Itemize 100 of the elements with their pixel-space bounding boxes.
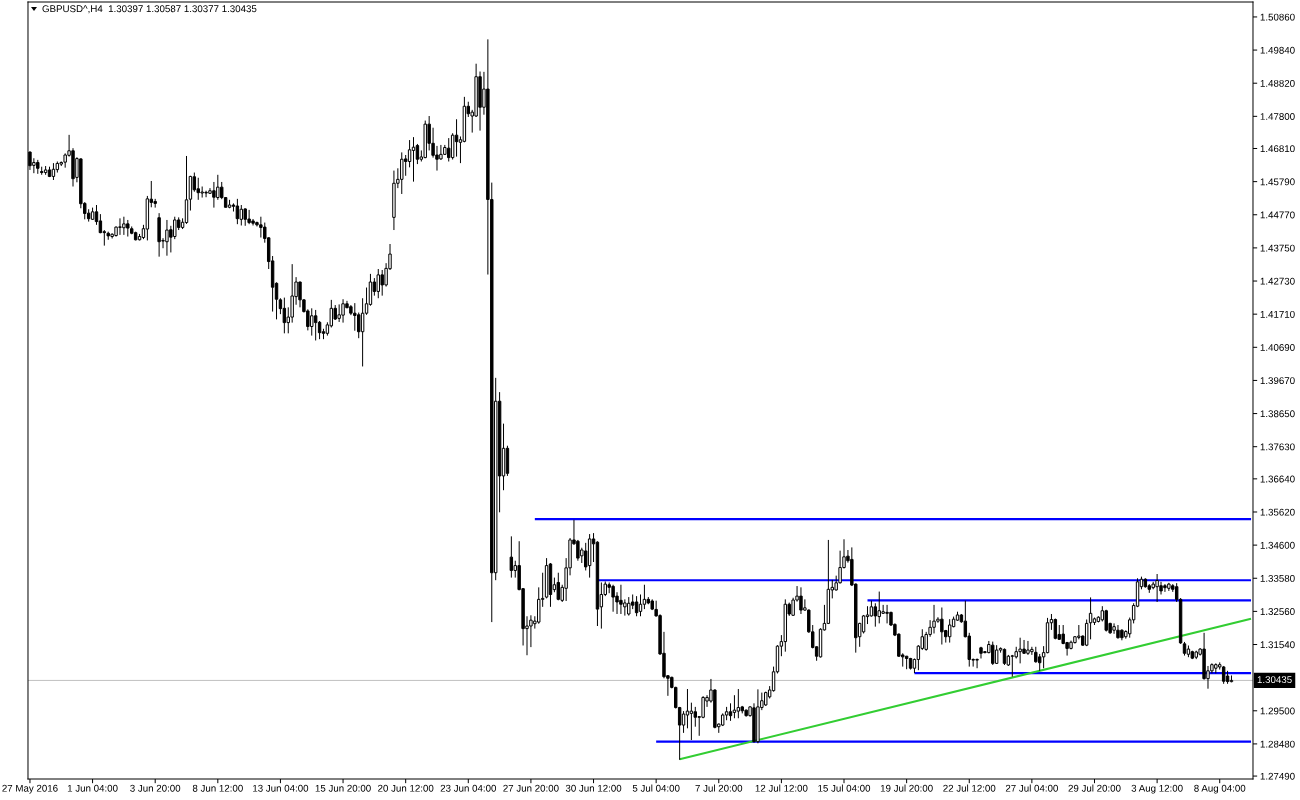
x-tick-label: 27 Jul 04:00 — [1005, 784, 1058, 792]
y-tick-label: 1.50860 — [1260, 13, 1295, 21]
y-tick-label: 1.38650 — [1260, 410, 1295, 418]
candlestick — [994, 644, 999, 665]
y-tick-label: 1.28480 — [1260, 740, 1295, 748]
candlestick — [991, 641, 995, 666]
candlestick — [204, 190, 208, 198]
candlestick — [1143, 577, 1148, 589]
x-tick-label: 8 Jun 12:00 — [192, 784, 243, 792]
y-tick-label: 1.31540 — [1260, 641, 1295, 649]
x-tick-label: 12 Jul 12:00 — [755, 784, 808, 792]
candlestick — [1155, 573, 1159, 603]
candlestick — [376, 268, 380, 299]
x-tick-label: 7 Jul 20:00 — [695, 784, 743, 792]
candlestick — [979, 646, 983, 659]
y-tick-label: 1.33580 — [1260, 574, 1295, 582]
candlestick — [1167, 582, 1171, 592]
candlestick — [411, 136, 416, 183]
candlestick — [947, 618, 952, 644]
y-tick-label: 1.48820 — [1260, 79, 1295, 87]
candlestick — [447, 137, 451, 162]
y-tick-label: 1.36640 — [1260, 475, 1295, 483]
x-tick-label: 1 Jun 04:00 — [67, 784, 118, 792]
y-tick-label: 1.46810 — [1260, 145, 1295, 153]
candlestick — [799, 586, 803, 615]
candlestick — [423, 120, 427, 159]
candlestick — [756, 688, 760, 744]
y-tick-label: 1.37630 — [1260, 443, 1295, 451]
candlestick — [310, 307, 314, 337]
candlestick — [877, 591, 881, 624]
candlestick — [611, 584, 615, 613]
x-tick-label: 23 Jun 04:00 — [440, 784, 497, 792]
candlestick — [1002, 647, 1007, 666]
candlestick — [556, 572, 561, 601]
candlestick — [51, 162, 56, 181]
x-tick-label: 27 Jun 20:00 — [503, 784, 559, 792]
y-tick-label: 1.27490 — [1260, 772, 1295, 780]
y-tick-label: 1.35620 — [1260, 508, 1295, 516]
candlestick — [1116, 624, 1120, 640]
candlestick — [783, 598, 788, 653]
candlestick — [1163, 583, 1167, 593]
candlestick — [1053, 618, 1058, 640]
candlestick — [1194, 650, 1198, 660]
candlestick — [165, 219, 169, 257]
candlestick — [341, 298, 345, 324]
y-tick-label: 1.40690 — [1260, 344, 1295, 351]
candlestick — [509, 535, 514, 579]
candlestick — [744, 708, 748, 718]
y-tick-label: 1.34600 — [1260, 541, 1295, 549]
candlestick — [1026, 640, 1030, 656]
x-tick-label: 15 Jun 20:00 — [315, 784, 371, 792]
candlestick — [227, 199, 232, 209]
candlestick — [43, 165, 48, 176]
x-tick-label: 29 Jul 20:00 — [1068, 784, 1121, 792]
y-tick-label: 1.44770 — [1260, 211, 1295, 219]
candlestick — [392, 170, 396, 231]
y-tick-label: 1.39670 — [1260, 377, 1295, 385]
x-tick-label: 19 Jul 20:00 — [880, 784, 933, 792]
y-tick-label: 1.42730 — [1260, 277, 1295, 285]
candlestick — [932, 604, 936, 634]
x-tick-label: 22 Jul 12:00 — [943, 784, 996, 792]
candlestick — [243, 207, 247, 227]
candlestick — [1229, 674, 1234, 683]
candlestick — [1214, 662, 1218, 674]
y-tick-label: 1.49840 — [1260, 46, 1295, 54]
y-tick-label: 1.45790 — [1260, 178, 1295, 186]
candlestick — [736, 688, 741, 719]
candlestick — [904, 655, 909, 670]
candlestick — [1112, 622, 1116, 635]
candlestick — [36, 159, 40, 175]
x-tick-label: 20 Jun 12:00 — [378, 784, 434, 792]
candlestick — [1221, 665, 1226, 685]
y-tick-label: 1.41710 — [1260, 310, 1295, 318]
ref-line-label: 1.30435 — [1257, 676, 1292, 684]
candlestick — [1120, 628, 1124, 641]
candlestick — [885, 604, 889, 624]
candlestick — [247, 209, 251, 225]
candlestick — [337, 303, 341, 323]
x-tick-label: 8 Aug 04:00 — [1194, 784, 1246, 794]
y-tick-label: 1.43750 — [1260, 244, 1295, 252]
candlestick — [548, 562, 553, 608]
candlestick — [587, 533, 592, 579]
candlestick — [908, 657, 913, 671]
candlestick — [235, 198, 240, 225]
x-tick-label: 27 May 2016 — [2, 784, 58, 794]
candlestick — [975, 657, 979, 669]
candlestick — [619, 584, 623, 615]
candlestick — [126, 219, 130, 238]
x-tick-label: 30 Jun 12:00 — [565, 784, 622, 792]
candlestick — [313, 309, 318, 341]
candlestick — [634, 595, 639, 617]
x-tick-label: 5 Jul 04:00 — [632, 784, 680, 792]
candlestick — [122, 216, 126, 236]
candlestick — [1104, 609, 1108, 633]
candlestick — [47, 166, 52, 178]
candlestick — [282, 297, 287, 334]
candlestick — [1225, 670, 1230, 685]
candlestick — [157, 212, 161, 258]
candlestick — [1186, 644, 1191, 658]
candlestick — [400, 151, 404, 195]
